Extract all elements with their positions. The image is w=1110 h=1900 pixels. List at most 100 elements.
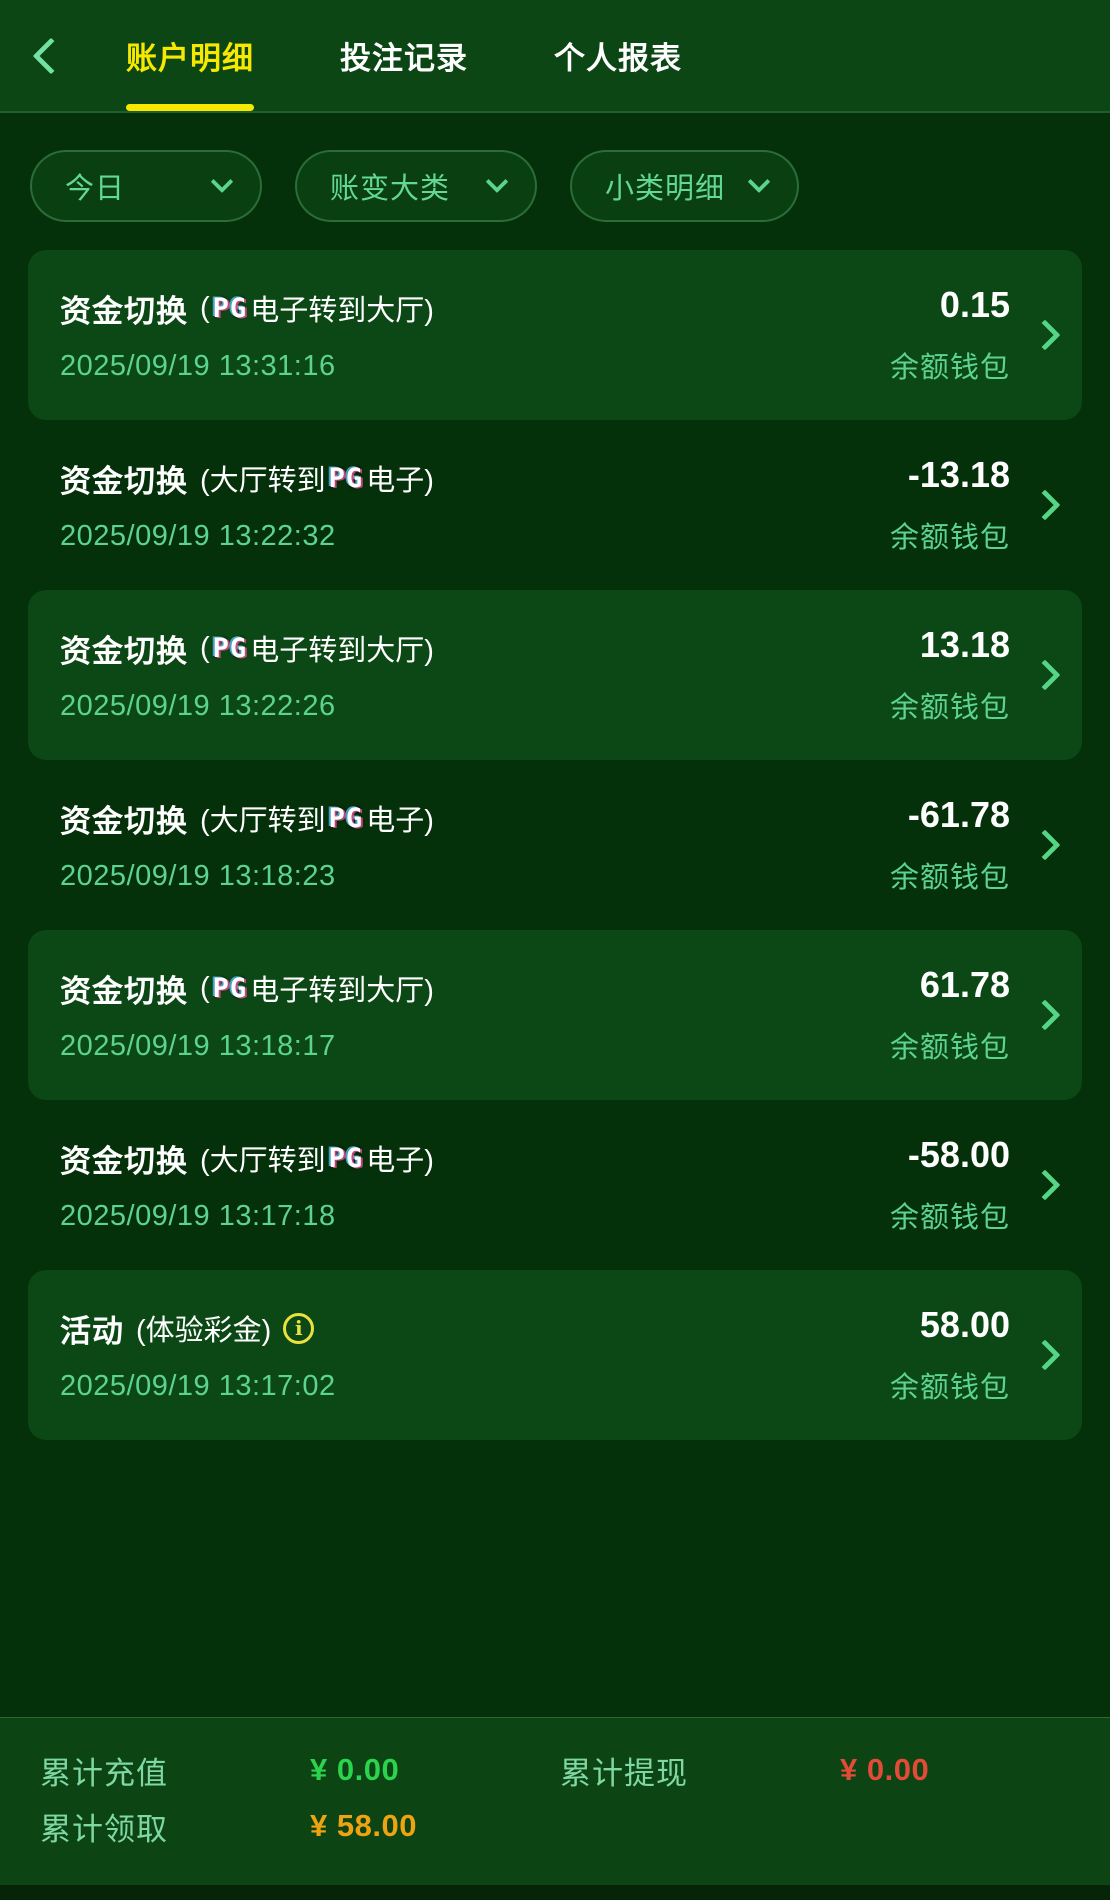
total-deposit-value: ¥ 0.00 xyxy=(310,1752,400,1787)
transaction-detail: (PG 电子转到大厅) xyxy=(200,631,434,668)
filter-date-label: 今日 xyxy=(65,173,126,205)
pg-logo: PG xyxy=(212,292,248,324)
wallet-type: 余额钱包 xyxy=(889,1202,1010,1234)
chevron-right-icon[interactable] xyxy=(1029,489,1061,521)
wallet-type: 余额钱包 xyxy=(889,862,1010,894)
bottom-strip xyxy=(0,1885,1110,1900)
transaction-info: 资金切换 (PG 电子转到大厅) 2025/09/19 13:18:17 xyxy=(60,967,890,1063)
transaction-row[interactable]: 资金切换 (PG 电子转到大厅) 2025/09/19 13:18:17 61.7… xyxy=(28,930,1082,1100)
chevron-right-icon[interactable] xyxy=(1029,659,1061,691)
transaction-detail: (体验彩金) xyxy=(136,1315,272,1347)
transaction-type: 资金切换 xyxy=(60,803,188,839)
filter-subcategory-dropdown[interactable]: 小类明细 xyxy=(570,150,799,222)
chevron-down-icon xyxy=(747,170,771,194)
summary-panel: 累计充值 ¥ 0.00 累计提现 ¥ 0.00 累计领取 ¥ 58.00 xyxy=(0,1717,1110,1885)
transaction-info: 活动 (体验彩金) i 2025/09/19 13:17:02 xyxy=(60,1307,890,1403)
transaction-row[interactable]: 资金切换 (PG 电子转到大厅) 2025/09/19 13:31:16 0.15… xyxy=(28,250,1082,420)
chevron-right-icon[interactable] xyxy=(1029,829,1061,861)
transaction-type: 资金切换 xyxy=(60,973,188,1009)
transaction-list: 资金切换 (PG 电子转到大厅) 2025/09/19 13:31:16 0.15… xyxy=(0,222,1110,1440)
transaction-info: 资金切换 (PG 电子转到大厅) 2025/09/19 13:31:16 xyxy=(60,287,890,383)
wallet-type: 余额钱包 xyxy=(889,692,1010,724)
transaction-row[interactable]: 资金切换 (大厅转到 PG 电子) 2025/09/19 13:18:23 -61.… xyxy=(28,760,1082,930)
transaction-amount: 58.00 xyxy=(919,1304,1010,1345)
transaction-amount: -58.00 xyxy=(907,1134,1010,1175)
transaction-datetime: 2025/09/19 13:31:16 xyxy=(60,350,336,382)
transaction-detail: (大厅转到 PG 电子) xyxy=(200,1142,434,1178)
tab-bet-records[interactable]: 投注记录 xyxy=(340,0,468,111)
transaction-row[interactable]: 活动 (体验彩金) i 2025/09/19 13:17:02 58.00 余额… xyxy=(28,1270,1082,1440)
wallet-type: 余额钱包 xyxy=(889,522,1010,554)
filter-category-dropdown[interactable]: 账变大类 xyxy=(295,150,537,222)
transaction-info: 资金切换 (大厅转到 PG 电子) 2025/09/19 13:18:23 xyxy=(60,797,890,893)
transaction-info: 资金切换 (PG 电子转到大厅) 2025/09/19 13:22:26 xyxy=(60,627,890,723)
transaction-datetime: 2025/09/19 13:17:18 xyxy=(60,1200,336,1232)
transaction-amount-block: 0.15 余额钱包 xyxy=(890,284,1010,386)
tab-label: 账户明细 xyxy=(126,41,254,76)
transaction-datetime: 2025/09/19 13:18:23 xyxy=(60,860,336,892)
transaction-amount: -13.18 xyxy=(907,454,1010,495)
wallet-type: 余额钱包 xyxy=(889,352,1010,384)
back-icon[interactable] xyxy=(32,37,70,74)
transaction-datetime: 2025/09/19 13:22:32 xyxy=(60,520,336,552)
transaction-amount-block: 61.78 余额钱包 xyxy=(890,964,1010,1066)
chevron-down-icon xyxy=(485,170,509,194)
transaction-type: 资金切换 xyxy=(60,293,188,329)
tab-label: 投注记录 xyxy=(340,41,468,76)
transaction-detail: (大厅转到 PG 电子) xyxy=(200,462,434,498)
active-tab-underline xyxy=(126,104,254,111)
transaction-amount-block: -13.18 余额钱包 xyxy=(890,454,1010,556)
chevron-right-icon[interactable] xyxy=(1029,999,1061,1031)
tab-bar: 账户明细 投注记录 个人报表 xyxy=(126,0,682,111)
transaction-type: 资金切换 xyxy=(60,463,188,499)
chevron-down-icon xyxy=(210,170,234,194)
tab-personal-report[interactable]: 个人报表 xyxy=(554,0,682,111)
info-icon[interactable]: i xyxy=(283,1312,315,1344)
transaction-row[interactable]: 资金切换 (大厅转到 PG 电子) 2025/09/19 13:17:18 -58.… xyxy=(28,1100,1082,1270)
transaction-type: 活动 xyxy=(60,1313,124,1349)
transaction-amount: 13.18 xyxy=(919,624,1010,665)
filter-subcategory-label: 小类明细 xyxy=(605,173,726,205)
chevron-right-icon[interactable] xyxy=(1029,319,1061,351)
filter-date-dropdown[interactable]: 今日 xyxy=(30,150,262,222)
transaction-amount-block: 58.00 余额钱包 xyxy=(890,1304,1010,1406)
transaction-amount-block: -58.00 余额钱包 xyxy=(890,1134,1010,1236)
transaction-detail: (大厅转到 PG 电子) xyxy=(200,802,434,838)
transaction-amount-block: 13.18 余额钱包 xyxy=(890,624,1010,726)
total-claim-label: 累计领取 xyxy=(40,1811,168,1847)
pg-logo: PG xyxy=(328,802,364,834)
chevron-right-icon[interactable] xyxy=(1029,1169,1061,1201)
chevron-right-icon[interactable] xyxy=(1029,1339,1061,1371)
pg-logo: PG xyxy=(328,462,364,494)
total-withdraw-label: 累计提现 xyxy=(560,1755,688,1791)
header: 账户明细 投注记录 个人报表 xyxy=(0,0,1110,113)
transaction-amount: 0.15 xyxy=(939,284,1010,325)
empty-space xyxy=(0,1440,1110,1717)
total-claim-value: ¥ 58.00 xyxy=(310,1808,417,1843)
tab-account-detail[interactable]: 账户明细 xyxy=(126,0,254,111)
pg-logo: PG xyxy=(328,1142,364,1174)
transaction-info: 资金切换 (大厅转到 PG 电子) 2025/09/19 13:22:32 xyxy=(60,457,890,553)
filter-category-label: 账变大类 xyxy=(330,173,451,205)
transaction-detail: (PG 电子转到大厅) xyxy=(200,291,434,328)
wallet-type: 余额钱包 xyxy=(889,1032,1010,1064)
transaction-amount: 61.78 xyxy=(919,964,1010,1005)
transaction-row[interactable]: 资金切换 (大厅转到 PG 电子) 2025/09/19 13:22:32 -13.… xyxy=(28,420,1082,590)
transaction-detail: (PG 电子转到大厅) xyxy=(200,971,434,1008)
transaction-amount: -61.78 xyxy=(907,794,1010,835)
transaction-info: 资金切换 (大厅转到 PG 电子) 2025/09/19 13:17:18 xyxy=(60,1137,890,1233)
transaction-type: 资金切换 xyxy=(60,1143,188,1179)
transaction-type: 资金切换 xyxy=(60,633,188,669)
pg-logo: PG xyxy=(212,632,248,664)
transaction-datetime: 2025/09/19 13:18:17 xyxy=(60,1030,336,1062)
transaction-row[interactable]: 资金切换 (PG 电子转到大厅) 2025/09/19 13:22:26 13.1… xyxy=(28,590,1082,760)
transaction-datetime: 2025/09/19 13:17:02 xyxy=(60,1370,336,1402)
transaction-datetime: 2025/09/19 13:22:26 xyxy=(60,690,336,722)
pg-logo: PG xyxy=(212,972,248,1004)
total-withdraw-value: ¥ 0.00 xyxy=(840,1752,930,1787)
transaction-amount-block: -61.78 余额钱包 xyxy=(890,794,1010,896)
total-deposit-label: 累计充值 xyxy=(40,1755,168,1791)
filter-bar: 今日 账变大类 小类明细 xyxy=(0,113,1110,222)
tab-label: 个人报表 xyxy=(554,41,682,76)
wallet-type: 余额钱包 xyxy=(889,1372,1010,1404)
